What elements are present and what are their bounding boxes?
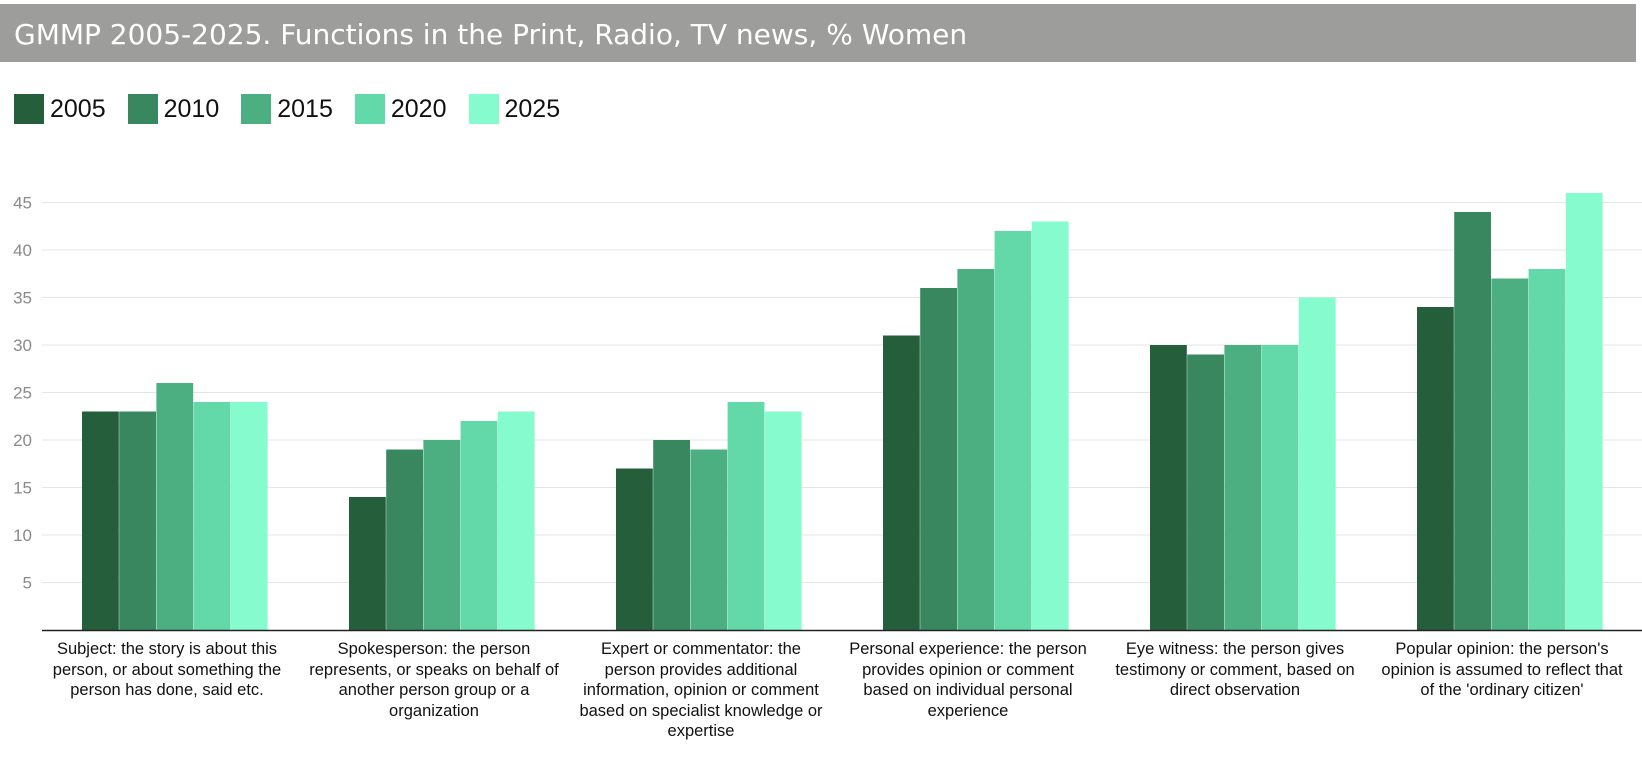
legend-swatch-2005 <box>14 94 44 124</box>
x-category-label-subject: Subject: the story is about this person,… <box>52 640 282 699</box>
bar-2025-cat2 <box>497 411 535 630</box>
legend: 2005 2010 2015 2020 2025 <box>14 93 582 125</box>
x-category-label-popular-opinion: Popular opinion: the person's opinion is… <box>1381 640 1623 699</box>
bar-2025-cat6 <box>1565 193 1603 630</box>
chart-title: GMMP 2005-2025. Functions in the Print, … <box>14 18 968 51</box>
y-tick-label-40: 40 <box>13 241 32 260</box>
y-tick-label-10: 10 <box>13 526 32 545</box>
bar-2005-cat4 <box>883 335 920 630</box>
bar-2010-cat2 <box>386 449 423 630</box>
bar-2010-cat5 <box>1187 354 1224 630</box>
legend-swatch-2015 <box>241 94 272 124</box>
chart-title-bar: GMMP 2005-2025. Functions in the Print, … <box>0 4 1636 62</box>
legend-label-2010: 2010 <box>163 94 220 123</box>
y-tick-label-25: 25 <box>13 384 32 403</box>
legend-item-2020: 2020 <box>354 94 447 124</box>
legend-item-2005: 2005 <box>14 94 106 124</box>
legend-swatch-2020 <box>354 94 385 124</box>
x-category-label-personal-experience: Personal experience: the person provides… <box>849 640 1087 720</box>
bar-2020-cat5 <box>1261 345 1299 630</box>
x-category-label-eye-witness: Eye witness: the person gives testimony … <box>1115 640 1355 699</box>
legend-label-2015: 2015 <box>277 94 333 123</box>
legend-swatch-2010 <box>127 94 158 124</box>
bar-2010-cat1 <box>119 411 156 630</box>
bar-2005-cat6 <box>1417 307 1454 630</box>
y-tick-label-20: 20 <box>13 431 32 450</box>
bar-2025-cat5 <box>1298 297 1336 630</box>
legend-label-2025: 2025 <box>504 94 561 123</box>
legend-label-2005: 2005 <box>50 94 106 123</box>
legend-item-2010: 2010 <box>127 94 220 124</box>
legend-item-2015: 2015 <box>241 94 333 124</box>
bar-2025-cat1 <box>230 402 268 630</box>
y-tick-label-30: 30 <box>13 336 32 355</box>
bar-2015-cat5 <box>1224 345 1262 630</box>
bar-2020-cat1 <box>193 402 231 630</box>
y-tick-label-15: 15 <box>13 479 32 498</box>
y-tick-label-45: 45 <box>13 194 32 213</box>
y-tick-label-35: 35 <box>13 289 32 308</box>
legend-item-2025: 2025 <box>468 94 561 124</box>
bar-2020-cat4 <box>994 231 1032 630</box>
bar-2005-cat1 <box>82 411 119 630</box>
bar-2005-cat5 <box>1150 345 1187 630</box>
bar-2015-cat4 <box>957 269 995 630</box>
x-category-label-expert: Expert or commentator: the person provid… <box>579 640 823 740</box>
bar-2005-cat3 <box>616 468 653 630</box>
legend-swatch-2025 <box>468 94 499 124</box>
bar-2015-cat1 <box>156 383 194 630</box>
bar-2020-cat6 <box>1528 269 1566 630</box>
bar-2010-cat6 <box>1454 212 1491 630</box>
bar-2020-cat2 <box>460 421 498 630</box>
bar-2010-cat3 <box>653 440 690 630</box>
legend-label-2020: 2020 <box>390 94 447 123</box>
bar-2010-cat4 <box>920 288 957 630</box>
bar-2015-cat3 <box>690 449 728 630</box>
bar-2025-cat3 <box>764 411 802 630</box>
bar-2020-cat3 <box>727 402 765 630</box>
x-category-label-spokesperson: Spokesperson: the person represents, or … <box>309 640 559 720</box>
bar-2005-cat2 <box>349 497 386 630</box>
y-tick-label-5: 5 <box>23 574 32 593</box>
bar-2015-cat2 <box>423 440 461 630</box>
bar-2015-cat6 <box>1491 278 1529 630</box>
bar-2025-cat4 <box>1031 221 1069 630</box>
